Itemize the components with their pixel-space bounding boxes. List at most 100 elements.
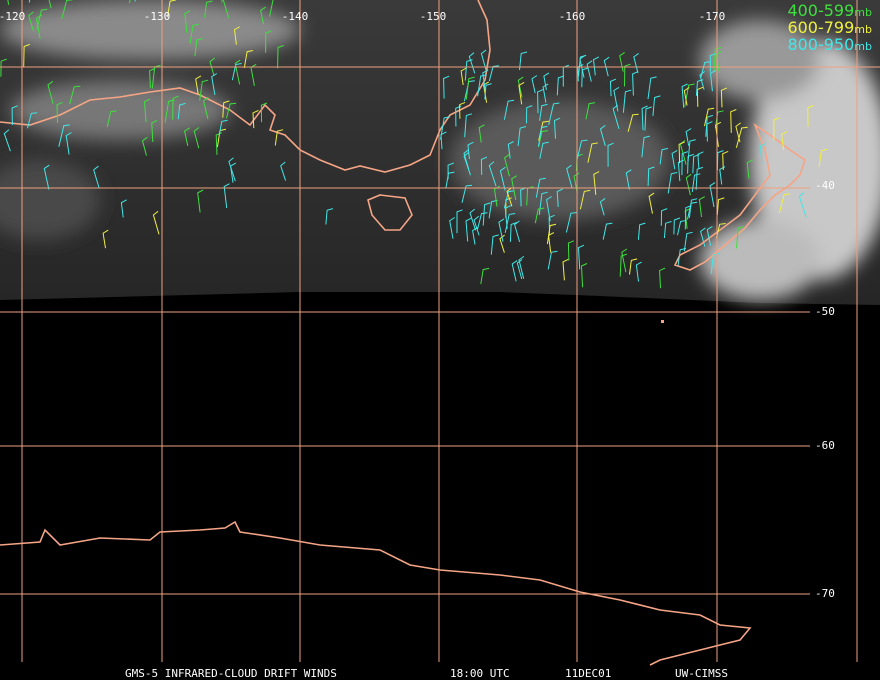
wind-barb <box>539 103 548 121</box>
longitude-labels: -120 -130 -140 -150 -160 -170 <box>0 10 725 23</box>
wind-barb <box>684 207 691 229</box>
wind-barb <box>226 102 237 119</box>
wind-barb <box>697 151 704 170</box>
wind-barb <box>603 56 610 77</box>
wind-barb <box>464 113 473 138</box>
wind-barb <box>778 193 791 214</box>
latitude-label: -50 <box>815 305 835 318</box>
wind-barb <box>577 244 585 270</box>
wind-barb <box>621 248 628 273</box>
wind-barb <box>692 154 700 174</box>
wind-barb <box>644 106 652 131</box>
wind-barb <box>704 107 715 127</box>
wind-barb <box>735 126 748 148</box>
wind-barb <box>625 169 632 190</box>
wind-barb <box>252 109 259 129</box>
wind-barb <box>647 76 657 100</box>
wind-barb <box>477 74 487 97</box>
wind-barb <box>716 197 725 215</box>
wind-barb <box>706 225 713 246</box>
wind-barb <box>546 223 557 245</box>
wind-barb <box>773 117 780 141</box>
wind-barb <box>716 223 726 239</box>
latitude-label: -40 <box>815 179 835 192</box>
wind-barb <box>538 125 548 147</box>
wind-barb <box>151 119 158 143</box>
wind-barb <box>56 101 63 123</box>
wind-barb <box>61 0 73 20</box>
wind-barb <box>184 10 191 34</box>
wind-barb <box>499 166 506 191</box>
wind-barb <box>659 267 666 289</box>
wind-barb <box>0 58 7 77</box>
wind-barb <box>482 202 491 226</box>
wind-barb <box>69 85 81 105</box>
wind-barb <box>484 83 492 100</box>
wind-barb <box>518 81 525 105</box>
wind-barb <box>511 175 518 201</box>
wind-barb <box>673 217 681 235</box>
wind-barb <box>685 128 692 146</box>
wind-barb <box>517 76 524 98</box>
wind-barb <box>277 45 284 69</box>
wind-barb <box>534 207 545 224</box>
wind-barb <box>143 98 151 123</box>
wind-barb <box>48 0 52 9</box>
wind-barb <box>518 255 525 279</box>
wind-barb <box>58 124 70 147</box>
wind-barb <box>493 185 501 207</box>
wind-barb <box>709 182 716 208</box>
wind-barb <box>681 151 688 176</box>
wind-barb <box>483 81 490 103</box>
wind-barb <box>683 231 693 252</box>
wind-barb <box>325 208 334 225</box>
wind-barb <box>503 190 515 209</box>
wind-barb <box>488 161 497 187</box>
wind-barb <box>463 149 470 170</box>
wind-barb <box>624 63 631 87</box>
wind-barb <box>509 222 517 242</box>
wind-barb <box>592 56 600 76</box>
wind-barb <box>716 150 724 171</box>
wind-barb <box>641 135 650 158</box>
wind-barb <box>222 0 230 18</box>
coastline <box>673 122 806 271</box>
wind-barb <box>585 102 596 120</box>
latitude-label: -60 <box>815 439 835 452</box>
longitude-label: -150 <box>420 10 447 23</box>
wind-barb <box>535 177 546 198</box>
wind-barb <box>818 148 828 168</box>
legend-unit: mb <box>854 6 872 19</box>
wind-barb <box>233 26 240 45</box>
wind-barb <box>687 201 698 220</box>
wind-barb <box>222 100 230 118</box>
latitude-label: -70 <box>815 587 835 600</box>
wind-barb <box>194 38 203 57</box>
wind-barb <box>120 199 127 218</box>
wind-barb <box>709 53 717 72</box>
longitude-label: -160 <box>559 10 586 23</box>
wind-barb <box>781 131 788 150</box>
wind-barb <box>677 247 687 266</box>
wind-barb <box>480 49 487 71</box>
wind-barb <box>746 159 753 179</box>
wind-barb <box>209 57 216 77</box>
wind-barb <box>498 218 505 242</box>
longitude-label: -170 <box>699 10 726 23</box>
wind-barb <box>102 229 109 249</box>
wind-barb <box>197 189 204 213</box>
wind-barb <box>580 263 588 288</box>
wind-barb <box>562 258 569 281</box>
wind-barb <box>211 73 218 95</box>
footer-source: UW-CIMSS <box>675 667 728 680</box>
wind-barb <box>177 102 186 120</box>
wind-barb <box>632 71 639 96</box>
footer-title: GMS-5 INFRARED-CLOUD DRIFT WINDS <box>125 667 337 680</box>
legend-unit: mb <box>854 40 872 53</box>
wind-barb <box>722 150 729 171</box>
longitude-label: -130 <box>144 10 171 23</box>
wind-barb <box>556 188 563 207</box>
wind-barb <box>202 96 209 120</box>
wind-barb <box>465 76 475 100</box>
